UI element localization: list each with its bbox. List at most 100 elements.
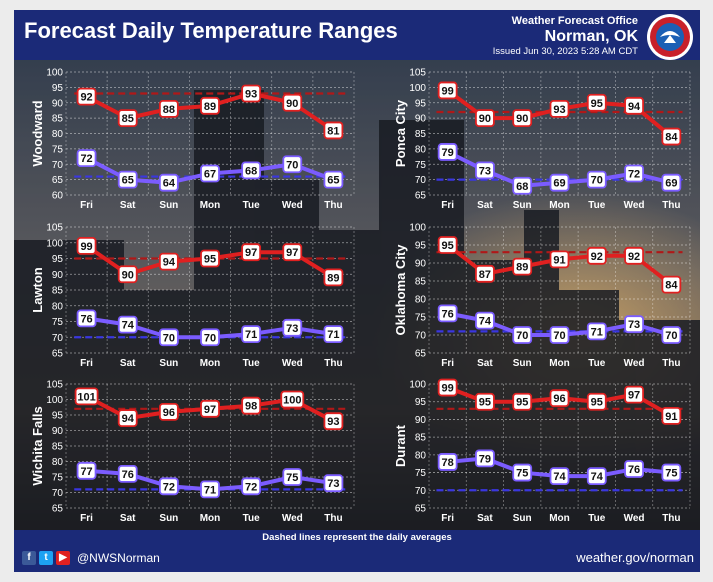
- y-tick-label: 100: [409, 223, 426, 234]
- low-temp-label: 70: [163, 332, 175, 344]
- high-temp-label: 95: [591, 98, 603, 110]
- x-tick-label: Sun: [513, 358, 532, 369]
- graphic-title: Forecast Daily Temperature Ranges: [24, 18, 398, 43]
- high-temp-marker: [437, 378, 458, 397]
- high-temp-marker: [549, 389, 570, 408]
- high-temp-marker: [117, 409, 138, 428]
- high-temp-marker: [117, 265, 138, 284]
- y-tick-label: 90: [415, 415, 427, 426]
- office-label: Weather Forecast Office: [511, 15, 638, 27]
- facebook-icon[interactable]: f: [22, 551, 36, 565]
- high-temp-label: 94: [122, 413, 135, 425]
- low-temp-label: 76: [122, 469, 134, 481]
- twitter-icon[interactable]: t: [39, 551, 53, 565]
- x-tick-label: Mon: [549, 200, 570, 211]
- high-temp-label: 93: [327, 416, 339, 428]
- location-label: Durant: [393, 424, 408, 467]
- high-temp-marker: [241, 396, 262, 415]
- high-temp-label: 99: [442, 383, 454, 395]
- x-tick-label: Tue: [243, 200, 260, 211]
- low-temp-label: 71: [591, 326, 603, 338]
- high-temp-label: 92: [80, 92, 92, 104]
- high-temp-marker: [323, 121, 344, 140]
- x-tick-label: Sat: [477, 513, 493, 524]
- low-temp-marker: [200, 164, 220, 183]
- issued-time: Issued Jun 30, 2023 5:28 AM CDT: [492, 46, 638, 57]
- low-temp-marker: [475, 161, 495, 180]
- high-temp-label: 96: [163, 407, 175, 419]
- low-temp-label: 72: [163, 481, 175, 493]
- low-temp-marker: [323, 170, 344, 189]
- low-temp-marker: [117, 464, 138, 483]
- high-temp-marker: [586, 93, 607, 112]
- y-tick-label: 105: [46, 223, 63, 234]
- low-temp-marker: [549, 326, 570, 344]
- low-temp-label: 76: [442, 308, 454, 320]
- x-tick-label: Mon: [200, 200, 221, 211]
- high-temp-marker: [549, 250, 570, 269]
- y-tick-label: 95: [415, 241, 427, 252]
- high-temp-marker: [512, 392, 533, 411]
- x-tick-label: Sat: [477, 200, 493, 211]
- youtube-icon[interactable]: ▶: [56, 551, 70, 565]
- low-temp-marker: [512, 326, 533, 344]
- low-temp-marker: [661, 173, 682, 192]
- low-temp-marker: [624, 460, 644, 478]
- x-tick-label: Thu: [662, 513, 680, 524]
- low-temp-label: 74: [122, 320, 135, 332]
- high-temp-marker: [437, 81, 458, 100]
- low-temp-label: 65: [327, 175, 339, 187]
- low-temp-marker: [117, 315, 138, 334]
- high-temp-label: 95: [479, 397, 491, 409]
- y-tick-label: 85: [52, 286, 64, 297]
- office-city: Norman, OK: [544, 28, 638, 45]
- footnote-averages: Dashed lines represent the daily average…: [262, 532, 452, 543]
- y-tick-label: 75: [415, 160, 427, 171]
- low-temp-label: 75: [516, 468, 528, 480]
- high-temp-label: 95: [516, 397, 528, 409]
- low-temp-marker: [475, 449, 495, 468]
- low-temp-label: 74: [591, 471, 604, 483]
- high-temp-label: 99: [80, 241, 92, 253]
- x-tick-label: Sun: [159, 513, 178, 524]
- x-tick-label: Sat: [477, 358, 493, 369]
- high-temp-label: 95: [204, 254, 216, 266]
- low-temp-marker: [158, 477, 179, 496]
- y-tick-label: 70: [52, 160, 64, 171]
- social-handle[interactable]: @NWSNorman: [77, 551, 160, 565]
- y-tick-label: 75: [415, 468, 427, 479]
- high-temp-marker: [74, 387, 99, 406]
- x-tick-label: Wed: [624, 200, 645, 211]
- y-tick-label: 95: [415, 397, 427, 408]
- low-temp-label: 72: [628, 168, 640, 180]
- high-temp-marker: [200, 96, 220, 115]
- low-temp-label: 71: [327, 329, 339, 341]
- x-tick-label: Tue: [243, 513, 260, 524]
- high-temp-label: 90: [122, 269, 134, 281]
- y-tick-label: 70: [52, 333, 64, 344]
- high-temp-label: 93: [245, 89, 257, 101]
- x-tick-label: Sat: [120, 200, 136, 211]
- high-temp-marker: [282, 93, 303, 112]
- website-url[interactable]: weather.gov/norman: [576, 550, 694, 565]
- low-temp-label: 76: [628, 464, 640, 476]
- low-temp-marker: [512, 176, 533, 195]
- high-temp-label: 84: [665, 280, 678, 292]
- low-temp-marker: [282, 468, 303, 486]
- location-label: Lawton: [30, 267, 45, 313]
- low-temp-marker: [437, 453, 458, 471]
- y-tick-label: 100: [46, 238, 63, 249]
- high-temp-marker: [323, 268, 344, 287]
- high-temp-label: 89: [516, 262, 528, 274]
- x-tick-label: Thu: [324, 200, 342, 211]
- high-temp-label: 89: [327, 272, 339, 284]
- low-temp-label: 69: [665, 178, 677, 190]
- chart-ponca-city: 65 70 75 80 85 90 95 100 105 Ponca City Fri Sat Sun M…: [393, 68, 691, 211]
- high-temp-marker: [158, 100, 179, 118]
- low-temp-marker: [323, 325, 344, 344]
- low-temp-label: 75: [665, 468, 677, 480]
- low-temp-label: 79: [479, 453, 491, 465]
- low-temp-marker: [661, 326, 682, 344]
- high-temp-marker: [200, 249, 220, 268]
- chart-woodward: 60 65 70 75 80 85 90 95 100 Woodward Fri Sat Sun Mon T…: [30, 68, 355, 211]
